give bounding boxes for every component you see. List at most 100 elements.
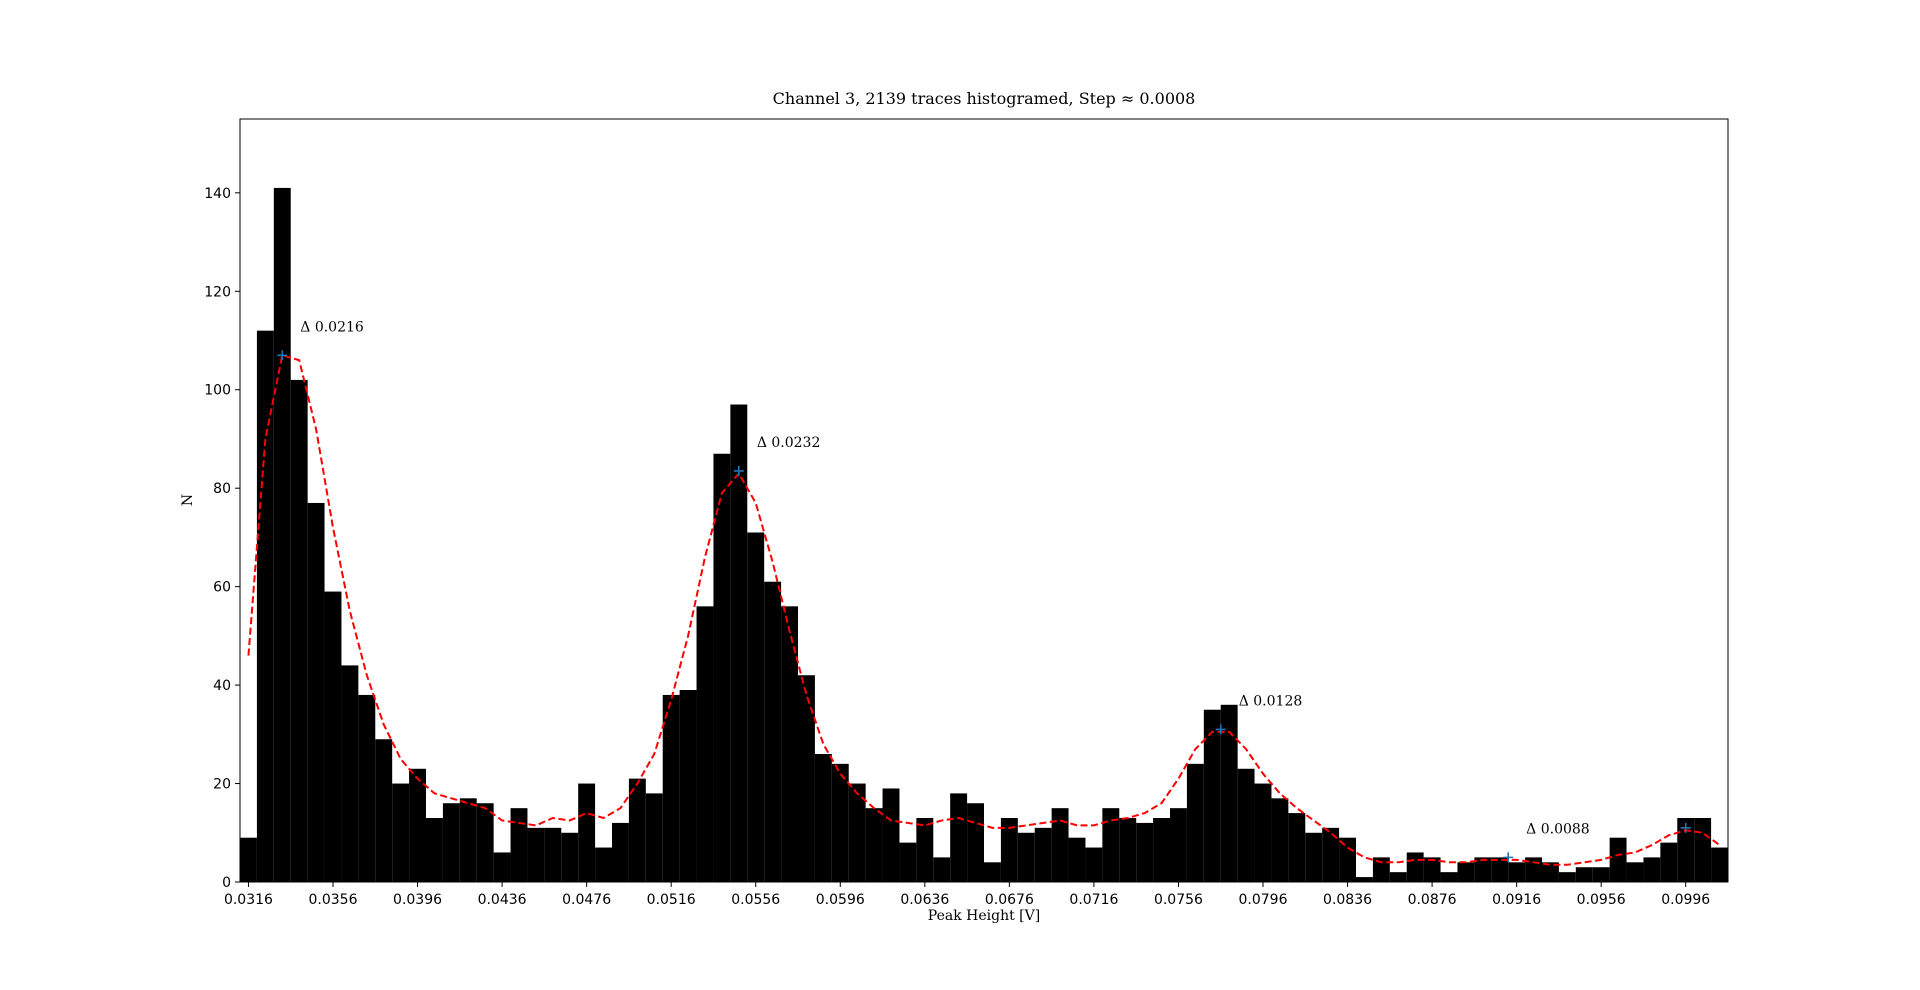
y-tick-label: 100 (204, 383, 231, 399)
bar (933, 857, 951, 882)
bar (798, 675, 815, 882)
bar (1609, 837, 1627, 882)
bar (1102, 808, 1120, 882)
x-tick-label: 0.0876 (1408, 892, 1457, 908)
peak-marker (1215, 724, 1226, 735)
y-tick-label: 20 (213, 777, 231, 793)
bar (1626, 862, 1644, 882)
bar (1542, 862, 1559, 882)
bar (950, 793, 968, 882)
bar (527, 827, 545, 882)
y-axis-label: N (180, 494, 196, 506)
bar (612, 822, 629, 882)
bar (1339, 837, 1356, 882)
x-tick-label: 0.0716 (1069, 892, 1118, 908)
x-tick-label: 0.0676 (985, 892, 1034, 908)
bar (781, 606, 798, 882)
x-tick-label: 0.0516 (647, 892, 696, 908)
x-tick-label: 0.0916 (1492, 892, 1541, 908)
bar (679, 690, 697, 882)
bar (1440, 872, 1458, 882)
x-tick-label: 0.0316 (224, 892, 273, 908)
bar (696, 606, 714, 882)
x-tick-label: 0.0476 (562, 892, 611, 908)
bar (1119, 818, 1137, 882)
bar (544, 827, 562, 882)
bar (1153, 818, 1170, 882)
y-tick-label: 120 (204, 284, 231, 300)
fit-line (247, 354, 1721, 866)
bar (967, 803, 984, 882)
bar (1203, 709, 1221, 882)
bar (1711, 847, 1728, 882)
bar (510, 808, 528, 882)
bar (916, 818, 934, 882)
chart-title: Channel 3, 2139 traces histogramed, Step… (773, 89, 1196, 108)
peak-marker (1680, 822, 1691, 833)
peak-marker (1503, 852, 1514, 863)
bar (1491, 857, 1509, 882)
x-tick-label: 0.0356 (309, 892, 358, 908)
peak-marker (277, 350, 288, 361)
bar (561, 832, 579, 882)
bar (409, 768, 426, 882)
y-tick-label: 140 (204, 186, 231, 202)
x-tick-label: 0.0556 (731, 892, 780, 908)
bar (493, 852, 511, 882)
bar (358, 694, 376, 882)
bar (1322, 827, 1340, 882)
bar (1186, 763, 1204, 882)
bar (730, 404, 748, 882)
bar (865, 808, 883, 882)
bar (1660, 842, 1678, 882)
x-axis-label: Peak Height [V] (928, 908, 1040, 924)
bar (459, 798, 477, 882)
bar (1271, 798, 1289, 882)
bar (1592, 867, 1610, 882)
bar (273, 187, 291, 882)
bar (256, 330, 274, 882)
bar (290, 379, 308, 882)
bar (1305, 832, 1323, 882)
bar (1136, 822, 1154, 882)
x-tick-label: 0.0436 (478, 892, 527, 908)
bar (764, 581, 782, 882)
bar (1694, 818, 1712, 882)
peak-annotation: Δ 0.0088 (1526, 821, 1590, 837)
bar (1643, 857, 1661, 882)
bar (1356, 877, 1373, 882)
bar (1406, 852, 1424, 882)
bar (848, 783, 866, 882)
bar (1575, 867, 1593, 882)
bar (426, 818, 443, 882)
bar (1389, 872, 1407, 882)
bar (307, 502, 325, 882)
bar (1474, 857, 1492, 882)
x-tick-label: 0.0956 (1577, 892, 1626, 908)
x-tick-label: 0.0756 (1154, 892, 1203, 908)
y-tick-label: 40 (213, 678, 231, 694)
bar (324, 591, 342, 882)
bar (476, 803, 494, 882)
bar (1372, 857, 1390, 882)
peak-annotation: Δ 0.0128 (1239, 693, 1303, 709)
bar (1457, 862, 1475, 882)
x-tick-label: 0.0996 (1661, 892, 1710, 908)
bar (392, 783, 410, 882)
y-tick-label: 80 (213, 481, 231, 497)
bar (1000, 818, 1018, 882)
bar (1068, 837, 1086, 882)
bar (1170, 808, 1187, 882)
bar (1423, 857, 1441, 882)
x-tick-label: 0.0836 (1323, 892, 1372, 908)
bar (713, 453, 731, 882)
bar (595, 847, 612, 882)
bar (1085, 847, 1103, 882)
y-tick-label: 0 (222, 875, 231, 891)
bar (747, 532, 765, 882)
bar (984, 862, 1001, 882)
bar (1220, 704, 1238, 882)
peak-annotation: Δ 0.0216 (300, 319, 364, 335)
